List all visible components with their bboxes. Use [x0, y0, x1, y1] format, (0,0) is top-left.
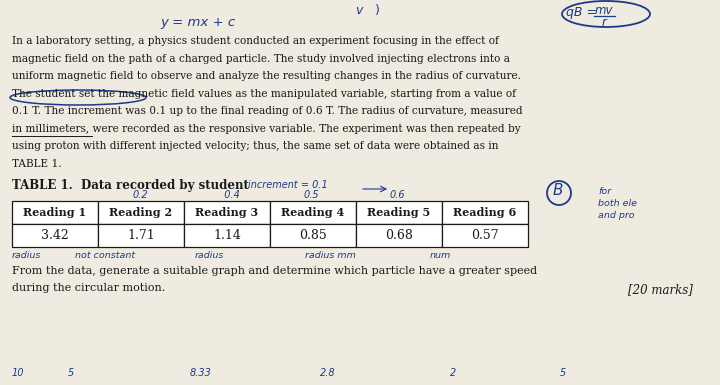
FancyBboxPatch shape: [356, 201, 442, 224]
Text: not constant: not constant: [75, 251, 135, 260]
Text: 0.2: 0.2: [133, 190, 148, 200]
Text: num: num: [430, 251, 451, 260]
FancyBboxPatch shape: [12, 224, 98, 247]
FancyBboxPatch shape: [184, 224, 270, 247]
Text: 0.4: 0.4: [218, 190, 240, 200]
FancyBboxPatch shape: [442, 224, 528, 247]
Text: B: B: [553, 183, 564, 198]
FancyBboxPatch shape: [98, 224, 184, 247]
Text: increment = 0.1: increment = 0.1: [248, 180, 328, 190]
FancyBboxPatch shape: [270, 224, 356, 247]
Text: radius: radius: [12, 251, 41, 260]
Text: TABLE 1.: TABLE 1.: [12, 159, 62, 169]
Text: r: r: [602, 16, 607, 29]
Text: qB =: qB =: [566, 6, 597, 19]
Text: radius mm: radius mm: [305, 251, 356, 260]
Text: radius: radius: [195, 251, 225, 260]
Text: 1.14: 1.14: [213, 229, 241, 242]
Text: In a laboratory setting, a physics student conducted an experiment focusing in t: In a laboratory setting, a physics stude…: [12, 36, 499, 46]
Text: in millimeters, were recorded as the responsive variable. The experiment was the: in millimeters, were recorded as the res…: [12, 124, 521, 134]
Text: Reading 5: Reading 5: [367, 207, 431, 218]
Text: mv: mv: [595, 4, 613, 17]
Text: 5: 5: [560, 368, 566, 378]
Text: 5: 5: [68, 368, 74, 378]
Text: 10: 10: [12, 368, 24, 378]
Text: 1.71: 1.71: [127, 229, 155, 242]
Text: 3.42: 3.42: [41, 229, 69, 242]
Text: Reading 2: Reading 2: [109, 207, 173, 218]
Text: Reading 6: Reading 6: [454, 207, 517, 218]
Text: using proton with different injected velocity; thus, the same set of data were o: using proton with different injected vel…: [12, 141, 498, 151]
FancyBboxPatch shape: [270, 201, 356, 224]
Text: y = mx + c: y = mx + c: [160, 16, 235, 29]
Text: Reading 4: Reading 4: [282, 207, 345, 218]
Text: The student set the magnetic field values as the manipulated variable, starting : The student set the magnetic field value…: [12, 89, 516, 99]
FancyBboxPatch shape: [356, 224, 442, 247]
FancyBboxPatch shape: [442, 201, 528, 224]
Text: during the circular motion.: during the circular motion.: [12, 283, 166, 293]
Text: 2.8: 2.8: [320, 368, 336, 378]
Text: 8.33: 8.33: [190, 368, 212, 378]
Text: TABLE 1.  Data recorded by student: TABLE 1. Data recorded by student: [12, 179, 249, 192]
Text: 0.5: 0.5: [304, 190, 320, 200]
FancyBboxPatch shape: [98, 201, 184, 224]
Text: 0.6: 0.6: [390, 190, 405, 200]
FancyBboxPatch shape: [12, 201, 98, 224]
Text: Reading 1: Reading 1: [24, 207, 86, 218]
FancyBboxPatch shape: [184, 201, 270, 224]
Text: for
both ele
and pro: for both ele and pro: [598, 187, 637, 219]
Text: Reading 3: Reading 3: [195, 207, 258, 218]
Text: v: v: [355, 4, 362, 17]
Text: 0.1 T. The increment was 0.1 up to the final reading of 0.6 T. The radius of cur: 0.1 T. The increment was 0.1 up to the f…: [12, 106, 523, 116]
Text: 2: 2: [450, 368, 456, 378]
Text: [20 marks]: [20 marks]: [628, 283, 693, 296]
Text: From the data, generate a suitable graph and determine which particle have a gre: From the data, generate a suitable graph…: [12, 266, 537, 276]
Text: 0.68: 0.68: [385, 229, 413, 242]
Text: 0.57: 0.57: [471, 229, 499, 242]
Text: uniform magnetic field to observe and analyze the resulting changes in the radiu: uniform magnetic field to observe and an…: [12, 71, 521, 81]
Text: ): ): [375, 4, 380, 17]
Text: magnetic field on the path of a charged particle. The study involved injecting e: magnetic field on the path of a charged …: [12, 54, 510, 64]
Text: 0.85: 0.85: [299, 229, 327, 242]
